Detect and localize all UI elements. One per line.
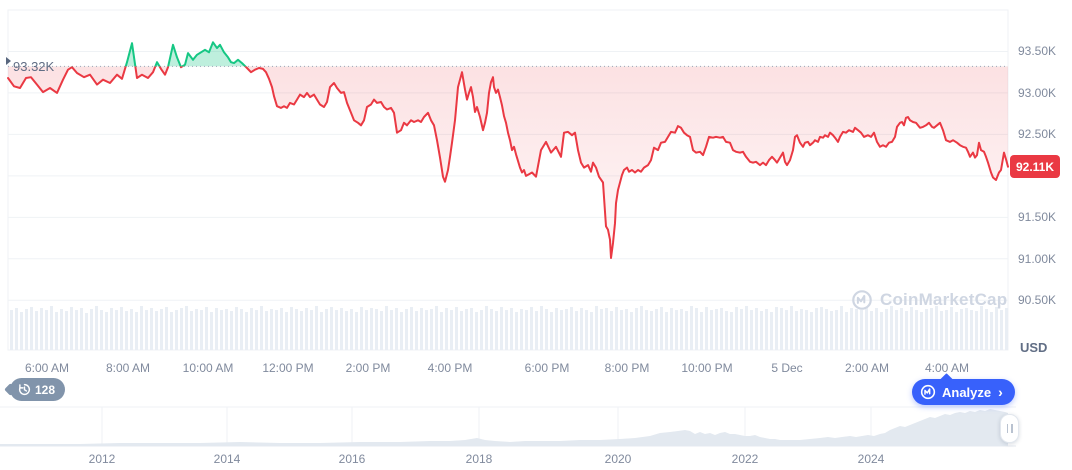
currency-label: USD — [1020, 340, 1048, 355]
coinmarketcap-logo-icon — [852, 290, 872, 310]
baseline-marker-icon — [6, 57, 11, 65]
time-tick-label: 2:00 PM — [345, 361, 391, 375]
time-tick-label: 4:00 PM — [427, 361, 473, 375]
history-count-badge[interactable]: 128 — [10, 378, 66, 401]
history-count: 128 — [35, 382, 56, 397]
year-tick-label: 2016 — [338, 452, 366, 466]
price-tick-label: 93.50K — [1018, 44, 1057, 59]
watermark-text: CoinMarketCap — [880, 290, 1008, 309]
price-tick-label: 93.00K — [1018, 85, 1057, 100]
time-tick-label: 10:00 PM — [681, 361, 733, 375]
minimap-drag-handle[interactable] — [1000, 414, 1019, 443]
price-tick-label: 91.00K — [1018, 251, 1057, 266]
analyze-button[interactable]: Analyze › — [912, 373, 1015, 405]
price-tick-label: 92.50K — [1018, 127, 1057, 142]
time-tick-label: 10:00 AM — [182, 361, 234, 375]
price-tick-label: 90.50K — [1018, 293, 1057, 308]
year-tick-label: 2022 — [731, 452, 759, 466]
year-tick-label: 2012 — [88, 452, 116, 466]
history-clock-icon — [18, 383, 31, 396]
time-tick-label: 6:00 PM — [524, 361, 570, 375]
time-tick-label: 12:00 PM — [262, 361, 314, 375]
time-tick-label: 5 Dec — [771, 361, 803, 375]
year-tick-label: 2018 — [465, 452, 493, 466]
time-tick-label: 4:00 AM — [924, 361, 970, 375]
time-tick-label: 2:00 AM — [844, 361, 890, 375]
time-tick-label: 8:00 PM — [604, 361, 650, 375]
year-tick-label: 2014 — [213, 452, 241, 466]
year-tick-label: 2020 — [604, 452, 632, 466]
price-tick-label: 91.50K — [1018, 210, 1057, 225]
analyze-label: Analyze — [942, 384, 992, 400]
last-price-badge: 92.11K — [1010, 155, 1060, 179]
year-tick-label: 2024 — [857, 452, 885, 466]
coinmarketcap-watermark: CoinMarketCap — [851, 289, 1007, 311]
chevron-right-icon: › — [998, 384, 1003, 400]
time-tick-label: 8:00 AM — [105, 361, 151, 375]
baseline-price-label: 93.32K — [13, 59, 55, 74]
coinmarketcap-logo-icon — [920, 384, 936, 400]
time-tick-label: 6:00 AM — [24, 361, 70, 375]
